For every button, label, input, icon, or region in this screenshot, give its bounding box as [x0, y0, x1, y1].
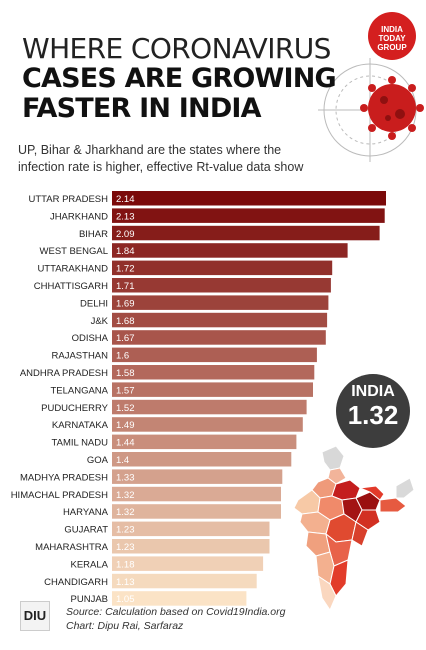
value-label: 2.14: [116, 194, 135, 205]
category-label: UTTAR PRADESH: [28, 194, 108, 205]
category-label: ANDHRA PRADESH: [20, 368, 108, 379]
category-label: TAMIL NADU: [52, 438, 109, 449]
diu-logo: DIU: [20, 601, 50, 631]
category-label: GUJARAT: [64, 525, 108, 536]
bar-chandigarh: [112, 573, 257, 589]
category-label: PUDUCHERRY: [41, 403, 109, 414]
bar-punjab: [112, 591, 247, 606]
bar-puducherry: [112, 399, 307, 415]
bar-goa: [112, 452, 292, 467]
value-label: 2.09: [116, 229, 135, 240]
bar-bihar: [112, 225, 380, 241]
bar-himachal-pradesh: [112, 486, 281, 502]
value-label: 1.84: [116, 246, 135, 257]
source-text: Source: Calculation based on Covid19Indi…: [66, 606, 286, 618]
bar-j-k: [112, 312, 328, 328]
subtitle: UP, Bihar & Jharkhand are the states whe…: [18, 143, 304, 174]
bar-telangana: [112, 382, 313, 397]
value-label: 1.72: [116, 264, 135, 275]
bar-west-bengal: [112, 243, 348, 258]
bar-tamil-nadu: [112, 434, 297, 450]
logo-line-1: INDIA: [381, 25, 403, 34]
bar-delhi: [112, 295, 329, 310]
bar-gujarat: [112, 521, 270, 537]
value-label: 1.67: [116, 333, 135, 344]
value-label: 1.6: [116, 351, 129, 362]
value-label: 1.69: [116, 298, 135, 309]
title-line-1: WHERE CORONAVIRUS: [22, 32, 331, 65]
category-label: GOA: [87, 455, 109, 466]
category-label: JHARKHAND: [50, 211, 108, 222]
india-callout-label: INDIA: [351, 383, 395, 400]
bar-maharashtra: [112, 539, 270, 554]
category-label: HIMACHAL PRADESH: [11, 490, 108, 501]
bar-odisha: [112, 330, 326, 345]
value-label: 1.33: [116, 472, 135, 483]
category-label: WEST BENGAL: [40, 246, 108, 257]
bar-chhattisgarh: [112, 278, 331, 293]
bar-madhya-pradesh: [112, 469, 283, 484]
value-label: 1.58: [116, 368, 135, 379]
bar-rajasthan: [112, 347, 317, 363]
value-label: 1.68: [116, 316, 135, 327]
value-label: 1.13: [116, 577, 135, 588]
bar-jharkhand: [112, 208, 385, 223]
bar-uttarakhand: [112, 260, 333, 276]
category-label: MADHYA PRADESH: [20, 472, 108, 483]
bar-andhra-pradesh: [112, 365, 315, 380]
category-label: CHHATTISGARH: [34, 281, 108, 292]
logo-line-2: TODAY: [378, 34, 406, 43]
value-label: 1.18: [116, 559, 135, 570]
value-label: 1.32: [116, 490, 135, 501]
category-label: HARYANA: [63, 507, 109, 518]
bar-karnataka: [112, 417, 303, 432]
value-label: 1.05: [116, 594, 135, 605]
logo-line-3: GROUP: [377, 43, 407, 52]
value-label: 1.32: [116, 507, 135, 518]
footer-credits: Source: Calculation based on Covid19Indi…: [66, 605, 285, 633]
title-line-2: CASES ARE GROWING: [22, 63, 337, 94]
value-label: 1.49: [116, 420, 135, 431]
category-label: RAJASTHAN: [52, 351, 109, 362]
category-label: PUNJAB: [71, 594, 108, 605]
category-label: J&K: [91, 316, 109, 327]
credit-text: Chart: Dipu Rai, Sarfaraz: [66, 620, 184, 632]
value-label: 1.52: [116, 403, 135, 414]
india-callout-value: 1.32: [347, 400, 399, 430]
india-today-group-logo: INDIA TODAY GROUP: [368, 12, 416, 60]
category-label: TELANGANA: [50, 385, 108, 396]
value-label: 1.44: [116, 438, 135, 449]
value-label: 1.57: [116, 385, 135, 396]
category-label: KARNATAKA: [52, 420, 109, 431]
bar-haryana: [112, 504, 281, 519]
value-label: 1.23: [116, 542, 135, 553]
value-label: 1.4: [116, 455, 129, 466]
category-label: ODISHA: [72, 333, 109, 344]
value-label: 2.13: [116, 211, 135, 222]
category-label: BIHAR: [79, 229, 108, 240]
category-label: MAHARASHTRA: [35, 542, 109, 553]
category-label: CHANDIGARH: [44, 577, 108, 588]
category-label: DELHI: [80, 298, 108, 309]
category-label: UTTARAKHAND: [37, 264, 108, 275]
india-callout-bubble: INDIA 1.32: [336, 374, 410, 448]
bar-kerala: [112, 556, 264, 571]
value-label: 1.71: [116, 281, 135, 292]
value-label: 1.23: [116, 525, 135, 536]
bar-uttar-pradesh: [112, 191, 386, 206]
title-line-3: FASTER IN INDIA: [22, 93, 262, 124]
category-label: KERALA: [71, 559, 109, 570]
